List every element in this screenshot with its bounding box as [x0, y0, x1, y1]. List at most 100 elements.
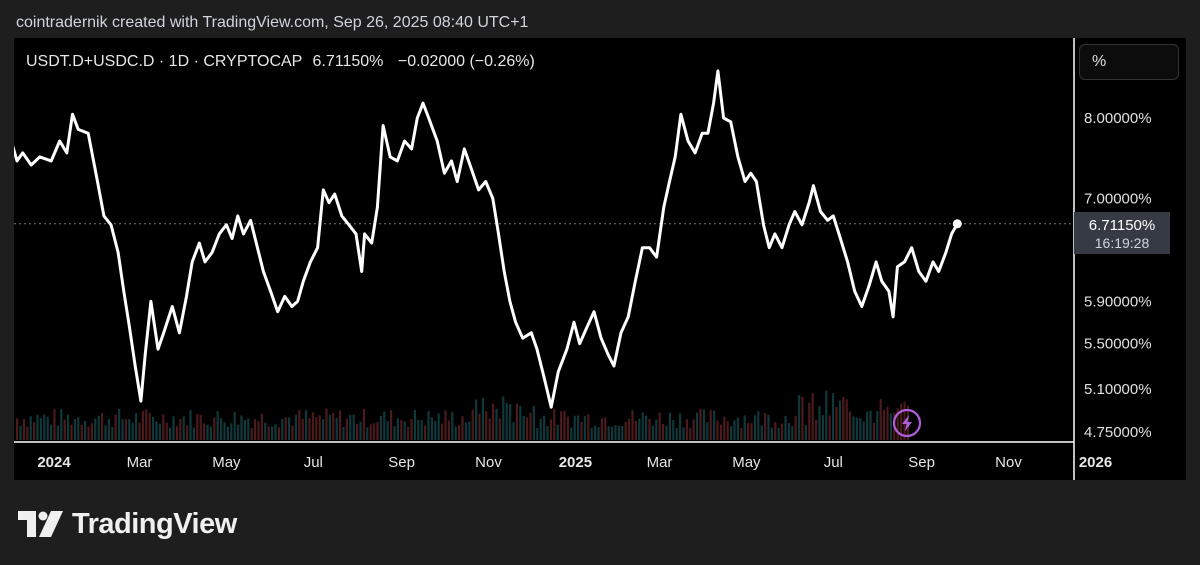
volume-bar	[553, 408, 556, 440]
volume-bar	[832, 393, 835, 440]
price-point	[679, 113, 682, 116]
price-point	[328, 201, 331, 204]
volume-bar	[43, 414, 46, 440]
volume-bar	[172, 416, 175, 440]
volume-bar	[332, 413, 335, 440]
volume-bar	[424, 425, 427, 440]
volume-bar	[152, 416, 155, 440]
volume-bar	[407, 426, 410, 440]
volume-bar	[682, 427, 685, 440]
price-point	[744, 180, 747, 183]
volume-bar	[509, 404, 512, 440]
volume-bar	[679, 413, 682, 440]
volume-bar	[328, 415, 331, 440]
volume-bar	[141, 410, 144, 440]
volume-bar	[750, 423, 753, 440]
volume-bar	[594, 425, 597, 440]
price-point	[950, 232, 953, 235]
volume-bar	[617, 425, 620, 440]
volume-bar	[607, 426, 610, 440]
volume-bars	[16, 390, 909, 440]
volume-bar	[631, 410, 634, 440]
volume-bar	[345, 418, 348, 440]
price-point	[416, 117, 419, 120]
volume-bar	[454, 426, 457, 440]
chart-attribution: cointradernik created with TradingView.c…	[16, 14, 529, 31]
volume-bar	[22, 419, 25, 440]
volume-bar	[179, 418, 182, 440]
price-point	[255, 242, 258, 245]
volume-bar	[19, 425, 22, 440]
volume-bar	[566, 416, 569, 440]
volume-bar	[393, 426, 396, 440]
x-tick-label: Mar	[127, 454, 153, 471]
volume-bar	[359, 421, 362, 440]
volume-bar	[485, 411, 488, 440]
price-point	[87, 132, 90, 135]
volume-bar	[628, 418, 631, 440]
price-point	[530, 331, 533, 334]
volume-bar	[549, 419, 552, 440]
volume-bar	[522, 415, 525, 440]
volume-bar	[794, 416, 797, 440]
price-point	[283, 295, 286, 298]
volume-bar	[369, 424, 372, 440]
price-point	[648, 246, 651, 249]
volume-bar	[260, 413, 263, 440]
volume-bar	[128, 419, 131, 440]
price-point	[427, 117, 430, 120]
volume-bar	[696, 412, 699, 440]
volume-bar	[67, 414, 70, 440]
volume-bar	[206, 424, 209, 440]
volume-bar	[488, 418, 491, 440]
volume-bar	[165, 422, 168, 440]
price-point	[340, 214, 343, 217]
volume-bar	[131, 422, 134, 440]
volume-bar	[825, 390, 828, 440]
price-point	[674, 155, 677, 158]
price-point	[781, 246, 784, 249]
volume-bar	[46, 416, 49, 440]
volume-bar	[390, 410, 393, 440]
volume-bar	[791, 426, 794, 440]
price-point	[773, 232, 776, 235]
volume-bar	[733, 420, 736, 440]
volume-bar	[505, 402, 508, 440]
price-points	[14, 69, 959, 408]
x-tick-label: Jul	[304, 454, 323, 471]
price-chart[interactable]: 8.00000% 7.00000% 5.90000% 5.50000% 5.10000%…	[14, 38, 1186, 480]
price-point	[450, 159, 453, 162]
chart-legend[interactable]: USDT.D+USDC.D · 1D · CRYPTOCAP 6.71150% …	[26, 53, 535, 71]
tradingview-brand[interactable]: TradingView	[18, 506, 237, 542]
price-point	[687, 140, 690, 143]
price-point	[550, 406, 553, 409]
volume-bar	[362, 408, 365, 440]
percent-scale-button[interactable]: %	[1079, 44, 1179, 80]
volume-bar	[787, 422, 790, 440]
price-point	[722, 117, 725, 120]
price-point	[917, 270, 920, 273]
lightning-icon[interactable]	[892, 408, 922, 438]
volume-bar	[903, 401, 906, 440]
price-point	[231, 237, 234, 240]
price-point	[694, 151, 697, 154]
volume-bar	[240, 415, 243, 440]
volume-bar	[138, 422, 141, 440]
volume-bar	[492, 403, 495, 440]
x-tick-label: Sep	[908, 454, 935, 471]
volume-bar	[753, 415, 756, 440]
price-point	[808, 201, 811, 204]
price-point	[706, 132, 709, 135]
price-point	[768, 246, 771, 249]
x-tick-label: May	[732, 454, 761, 471]
volume-bar	[257, 421, 260, 440]
volume-bar	[175, 426, 178, 440]
chart-frame[interactable]: 8.00000% 7.00000% 5.90000% 5.50000% 5.10000%…	[14, 38, 1186, 480]
price-point	[128, 326, 131, 329]
volume-bar	[808, 402, 811, 440]
volume-bar	[356, 424, 359, 440]
volume-bar	[546, 426, 549, 440]
volume-bar	[101, 412, 104, 440]
price-point	[269, 290, 272, 293]
volume-bar	[315, 417, 318, 440]
